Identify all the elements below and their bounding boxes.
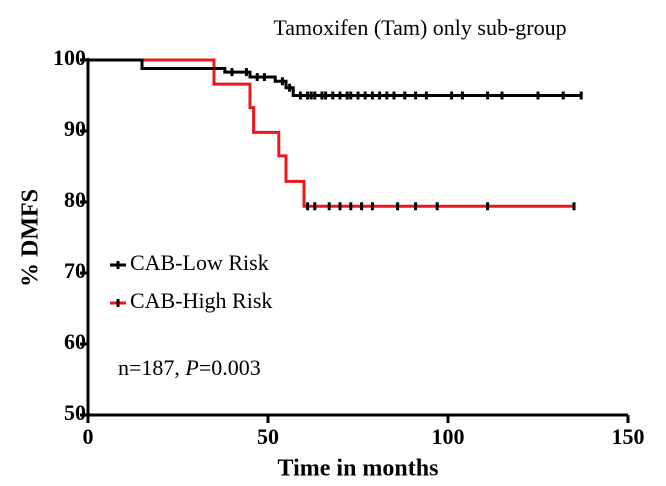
y-axis-label: % DMFS xyxy=(18,189,44,287)
y-tick-label: 80 xyxy=(64,187,86,212)
annotation-part: P xyxy=(184,355,198,380)
y-tick-label: 70 xyxy=(64,258,86,283)
x-axis-label: Time in months xyxy=(278,456,439,482)
x-tick-label: 50 xyxy=(257,424,279,449)
x-tick-label: 100 xyxy=(432,424,465,449)
annotation: n=187, P=0.003 xyxy=(118,355,261,380)
y-tick-label: 90 xyxy=(64,116,86,141)
y-tick-label: 50 xyxy=(64,400,86,425)
y-tick-label: 100 xyxy=(53,45,86,70)
legend-label: CAB-Low Risk xyxy=(130,250,269,275)
legend-label: CAB-High Risk xyxy=(130,288,272,313)
y-tick-label: 60 xyxy=(64,329,86,354)
survival-line xyxy=(88,58,574,208)
chart-title: Tamoxifen (Tam) only sub-group xyxy=(273,15,566,40)
annotation-part: =0.003 xyxy=(199,355,261,380)
annotation-part: n=187, xyxy=(118,355,185,380)
x-tick-label: 0 xyxy=(83,424,94,449)
x-tick-label: 150 xyxy=(612,424,645,449)
survival-line xyxy=(88,58,582,97)
